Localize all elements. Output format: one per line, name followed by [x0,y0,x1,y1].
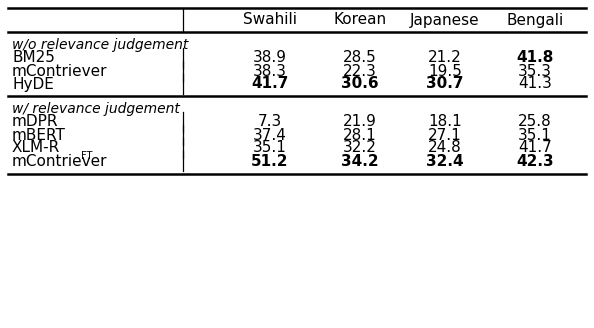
Text: 41.7: 41.7 [251,76,289,92]
Text: 42.3: 42.3 [516,154,554,169]
Text: 21.9: 21.9 [343,114,377,130]
Text: mContriever: mContriever [12,64,108,78]
Text: 41.7: 41.7 [518,140,552,155]
Text: w/o relevance judgement: w/o relevance judgement [12,38,188,52]
Text: 37.4: 37.4 [253,128,287,142]
Text: Korean: Korean [333,12,387,28]
Text: 51.2: 51.2 [251,154,289,169]
Text: 24.8: 24.8 [428,140,462,155]
Text: 18.1: 18.1 [428,114,462,130]
Text: Bengali: Bengali [506,12,564,28]
Text: 38.3: 38.3 [253,64,287,78]
Text: 28.1: 28.1 [343,128,377,142]
Text: 35.3: 35.3 [518,64,552,78]
Text: 28.5: 28.5 [343,51,377,66]
Text: mBERT: mBERT [12,128,66,142]
Text: 35.1: 35.1 [253,140,287,155]
Text: FT: FT [81,151,93,161]
Text: mDPR: mDPR [12,114,58,130]
Text: 25.8: 25.8 [518,114,552,130]
Text: 41.3: 41.3 [518,76,552,92]
Text: w/ relevance judgement: w/ relevance judgement [12,102,180,116]
Text: 34.2: 34.2 [341,154,379,169]
Text: 22.3: 22.3 [343,64,377,78]
Text: 35.1: 35.1 [518,128,552,142]
Text: 19.5: 19.5 [428,64,462,78]
Text: BM25: BM25 [12,51,55,66]
Text: 32.4: 32.4 [426,154,464,169]
Text: 32.2: 32.2 [343,140,377,155]
Text: 38.9: 38.9 [253,51,287,66]
Text: 27.1: 27.1 [428,128,462,142]
Text: XLM-R: XLM-R [12,140,60,155]
Text: 21.2: 21.2 [428,51,462,66]
Text: 30.6: 30.6 [341,76,379,92]
Text: Swahili: Swahili [243,12,297,28]
Text: 7.3: 7.3 [258,114,282,130]
Text: 41.8: 41.8 [516,51,554,66]
Text: HyDE: HyDE [12,76,54,92]
Text: mContriever: mContriever [12,154,108,169]
Text: 30.7: 30.7 [426,76,464,92]
Text: Japanese: Japanese [410,12,480,28]
